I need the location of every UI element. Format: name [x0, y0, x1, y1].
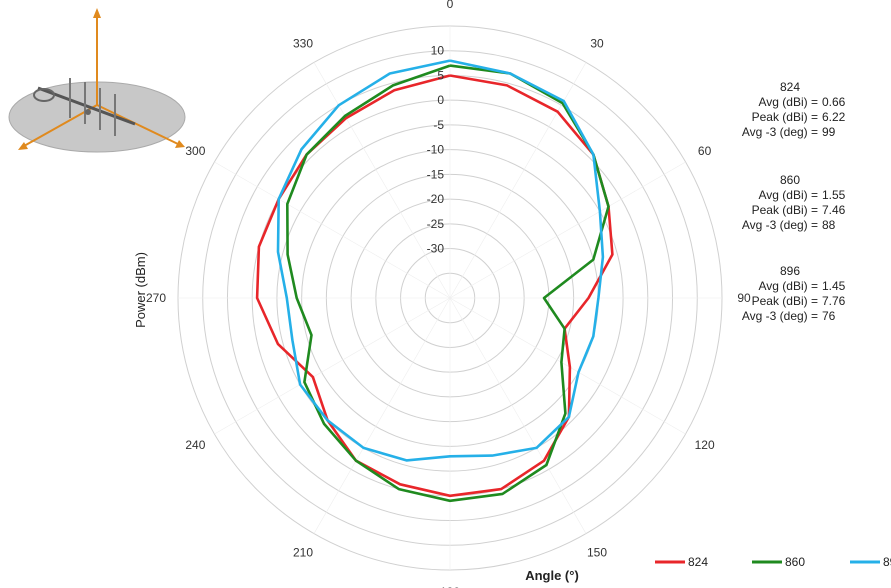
- avg-label: Avg (dBi) =: [720, 279, 822, 294]
- radial-tick-label: -25: [427, 217, 445, 231]
- legend-label-824: 824: [688, 555, 708, 569]
- avg-value: 1.45: [822, 279, 845, 294]
- avg3-label: Avg -3 (deg) =: [720, 218, 822, 233]
- stats-860: 860 Avg (dBi) = 1.55 Peak (dBi) = 7.46 Avg…: [720, 173, 860, 233]
- avg-label: Avg (dBi) =: [720, 188, 822, 203]
- grid-spoke: [214, 298, 450, 434]
- legend-label-896: 896: [883, 555, 891, 569]
- stats-824: 824 Avg (dBi) = 0.66 Peak (dBi) = 6.22 Avg…: [720, 80, 860, 140]
- avg-label: Avg (dBi) =: [720, 95, 822, 110]
- grid-spoke: [450, 162, 686, 298]
- radial-tick-label: -15: [427, 167, 445, 181]
- radial-tick-label: -5: [433, 118, 444, 132]
- avg3-value: 99: [822, 125, 835, 140]
- peak-label: Peak (dBi) =: [720, 294, 822, 309]
- angle-tick-label: 0: [447, 0, 454, 11]
- grid-spoke: [214, 162, 450, 298]
- polar-grid: [178, 26, 722, 570]
- angle-tick-label: 300: [185, 144, 205, 158]
- angle-tick-label: 150: [587, 546, 607, 560]
- avg-value: 1.55: [822, 188, 845, 203]
- peak-value: 6.22: [822, 110, 845, 125]
- radial-tick-label: -30: [427, 242, 445, 256]
- avg-value: 0.66: [822, 95, 845, 110]
- yagi-antenna-orientation-icon: [9, 8, 185, 152]
- grid-spoke: [314, 298, 450, 534]
- avg3-label: Avg -3 (deg) =: [720, 125, 822, 140]
- avg3-label: Avg -3 (deg) =: [720, 309, 822, 324]
- legend-label-860: 860: [785, 555, 805, 569]
- angle-tick-label: 60: [698, 144, 712, 158]
- stats-freq: 896: [720, 264, 860, 279]
- radial-axis-title: Power (dBm): [133, 252, 148, 328]
- angular-axis-title: Angle (°): [525, 568, 579, 583]
- angle-tick-label: 120: [695, 438, 715, 452]
- angle-tick-label: 330: [293, 36, 313, 50]
- angle-tick-label: 210: [293, 546, 313, 560]
- angle-tick-label: 240: [185, 438, 205, 452]
- series-line-860: [287, 66, 608, 501]
- angle-tick-label: 30: [590, 36, 604, 50]
- radial-tick-label: 0: [437, 93, 444, 107]
- radial-tick-label: -20: [427, 192, 445, 206]
- avg3-value: 88: [822, 218, 835, 233]
- peak-value: 7.46: [822, 203, 845, 218]
- stats-896: 896 Avg (dBi) = 1.45 Peak (dBi) = 7.76 Avg…: [720, 264, 860, 324]
- radial-tick-label: 5: [437, 68, 444, 82]
- peak-label: Peak (dBi) =: [720, 203, 822, 218]
- peak-value: 7.76: [822, 294, 845, 309]
- radial-tick-label: -10: [427, 143, 445, 157]
- stats-freq: 824: [720, 80, 860, 95]
- angle-tick-label: 270: [146, 291, 166, 305]
- radial-tick-label: 10: [431, 44, 445, 58]
- grid-spoke: [450, 62, 586, 298]
- peak-label: Peak (dBi) =: [720, 110, 822, 125]
- stats-freq: 860: [720, 173, 860, 188]
- avg3-value: 76: [822, 309, 835, 324]
- legend: 824 860 896: [655, 555, 891, 569]
